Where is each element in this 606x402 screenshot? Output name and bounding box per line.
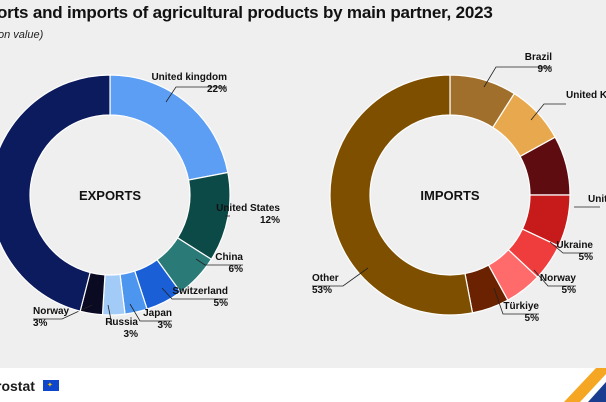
slice-label-value: 12%: [260, 215, 280, 226]
slice-label-value: 5%: [525, 313, 540, 324]
slice-label-value: 3%: [124, 329, 139, 340]
slice-label-value: 5%: [214, 298, 229, 309]
slice-label-name: United kingdom: [151, 72, 227, 83]
slice-label-value: 5%: [579, 252, 594, 263]
leader-line: [107, 304, 113, 326]
exports-donut: United kingdom 22% United States 12% China 6%…: [0, 72, 280, 340]
slice-label-name: Ukraine: [556, 240, 593, 251]
slice-label-name: United King: [566, 90, 606, 101]
slice-label: United kingdom 22%: [151, 72, 227, 95]
slice-label: United States 12%: [216, 203, 280, 226]
slice-label-value: 3%: [33, 318, 48, 329]
slice-label: Türkiye 5%: [503, 301, 539, 324]
slice-label-value: 9%: [538, 64, 553, 75]
slice-label-name: China: [215, 252, 243, 263]
slice-label: Unite: [588, 194, 606, 205]
leader-line: [530, 103, 566, 121]
slice-label-value: 22%: [207, 84, 227, 95]
slice-label-name: Japan: [143, 308, 172, 319]
leader-line: [33, 304, 93, 320]
slice-label: Ukraine 5%: [556, 240, 593, 263]
slice-other-1-7: [329, 74, 474, 316]
donut-center-label: EXPORTS: [79, 188, 141, 203]
slice-label-name: Switzerland: [172, 286, 228, 297]
leader-line: [533, 269, 576, 287]
leader-line: [161, 287, 228, 300]
slice-label-name: Other: [312, 273, 339, 284]
slice-label-value: 5%: [562, 285, 577, 296]
donut-charts: United kingdom 22% United States 12% China 6%…: [0, 52, 606, 340]
slice-label-name: Türkiye: [503, 301, 539, 312]
slice-label-name: Russia: [105, 317, 138, 328]
slice-label: Japan 3%: [143, 308, 172, 331]
eurostat-logo-text: rostat: [0, 378, 35, 394]
slice-label-name: Norway: [33, 306, 70, 317]
slice-label: China 6%: [215, 252, 243, 275]
slice-label: United King: [566, 90, 606, 101]
slice-label: Brazil 9%: [525, 52, 552, 75]
leader-line: [195, 258, 243, 266]
slice-label: Norway 5%: [540, 273, 577, 296]
slice-label-value: 6%: [229, 264, 244, 275]
leader-line: [129, 303, 172, 322]
chart-title: orts and imports of agricultural product…: [0, 3, 493, 22]
chart-subtitle: on value): [0, 29, 44, 41]
leader-line: [549, 241, 593, 254]
footer-bar: rostat ✦: [0, 368, 606, 402]
slice-label: Norway 3%: [33, 306, 70, 329]
donut-center-label: IMPORTS: [420, 188, 480, 203]
corner-decoration-icon: [564, 368, 606, 402]
slice-label-name: Unite: [588, 194, 606, 205]
slice-label-name: Norway: [540, 273, 577, 284]
slice-label-name: United States: [216, 203, 280, 214]
slice-label-name: Brazil: [525, 52, 552, 63]
leader-line: [493, 287, 539, 315]
slice-label: Other 53%: [312, 273, 339, 296]
slice-label: Switzerland 5%: [172, 286, 228, 309]
eu-flag-icon: ✦: [43, 380, 59, 391]
slice-label-value: 3%: [158, 320, 173, 331]
slice-label-value: 53%: [312, 285, 332, 296]
leader-line: [483, 66, 552, 88]
slice-label: Russia 3%: [105, 317, 138, 340]
leader-line: [312, 267, 369, 287]
leader-line: [165, 86, 227, 103]
slice-other-0-7: [0, 74, 111, 312]
